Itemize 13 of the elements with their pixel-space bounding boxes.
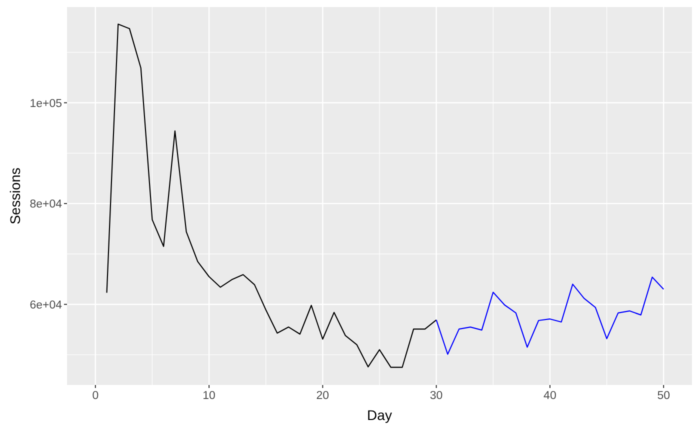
y-tick-label: 1e+05: [30, 98, 62, 110]
y-axis-title: Sessions: [7, 168, 23, 224]
x-tick-label: 0: [92, 390, 99, 402]
x-axis-title: Day: [367, 407, 392, 423]
line-series: [436, 276, 664, 355]
x-tick-label: 10: [202, 390, 216, 402]
x-tick-label: 40: [544, 390, 556, 402]
y-tick-label: 8e+04: [30, 198, 63, 211]
x-tick-label: 20: [316, 390, 330, 402]
line-series: [106, 24, 437, 368]
x-tick-label: 30: [430, 390, 443, 402]
y-tick-label: 6e+04: [30, 299, 63, 312]
x-tick-label: 50: [657, 390, 670, 402]
